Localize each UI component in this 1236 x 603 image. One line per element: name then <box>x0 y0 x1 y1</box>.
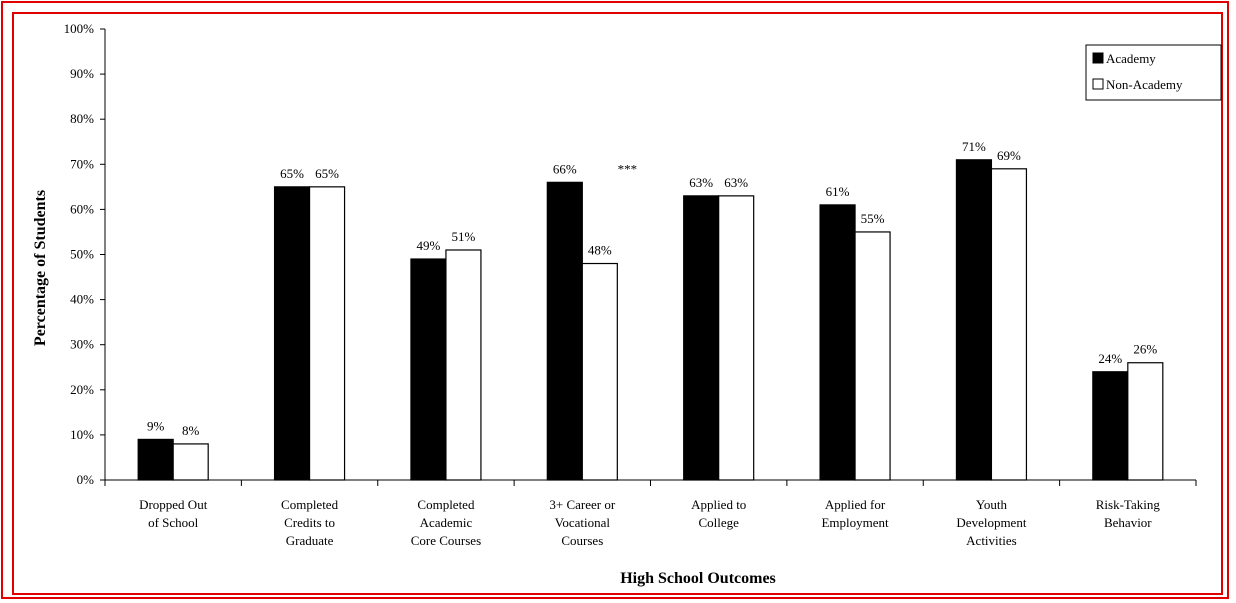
data-label: 65% <box>315 166 339 181</box>
data-label: 69% <box>997 148 1021 163</box>
x-category-label: Activities <box>966 533 1017 548</box>
x-category-label: Dropped Out <box>139 497 208 512</box>
x-category-label: Employment <box>821 515 889 530</box>
y-tick-label: 40% <box>70 292 94 307</box>
y-tick-label: 60% <box>70 201 94 216</box>
y-tick-label: 100% <box>64 21 95 36</box>
y-tick-label: 50% <box>70 247 94 262</box>
data-label: 63% <box>689 175 713 190</box>
bar-academy <box>683 195 720 481</box>
bar-non-academy <box>581 262 618 481</box>
data-label: 63% <box>724 175 748 190</box>
bar-non-academy <box>718 195 755 481</box>
chart-inner-frame <box>12 12 1223 595</box>
data-label: 65% <box>280 166 304 181</box>
y-axis-title: Percentage of Students <box>32 190 49 346</box>
x-category-label: Courses <box>561 533 603 548</box>
x-category-label: Completed <box>417 497 475 512</box>
bar-academy <box>546 181 583 481</box>
data-label: 51% <box>452 229 476 244</box>
data-label: 71% <box>962 139 986 154</box>
x-category-label: Youth <box>976 497 1008 512</box>
chart-legend: Academy Non-Academy <box>1085 44 1222 101</box>
bar-non-academy <box>172 443 209 481</box>
bar-academy <box>273 186 311 481</box>
data-label: 49% <box>417 238 441 253</box>
x-category-label: of School <box>148 515 199 530</box>
x-category-label: Core Courses <box>411 533 481 548</box>
y-tick-label: 90% <box>70 66 94 81</box>
data-label: 61% <box>826 184 850 199</box>
x-category-label: Risk-Taking <box>1096 497 1161 512</box>
data-label: 48% <box>588 243 612 258</box>
bar-academy <box>137 438 174 481</box>
y-tick-label: 10% <box>70 427 94 442</box>
x-category-label: Graduate <box>286 533 334 548</box>
legend-label-academy: Academy <box>1106 51 1156 66</box>
chart-labels: Dropped Out of School Completed Credits to G… <box>139 139 1160 548</box>
x-category-label: Credits to <box>284 515 335 530</box>
x-category-label: 3+ Career or <box>549 497 615 512</box>
data-label: 66% <box>553 161 577 176</box>
legend-swatch-non-academy <box>1092 78 1104 90</box>
bar-non-academy <box>308 186 346 481</box>
bar-non-academy <box>990 168 1028 481</box>
x-category-label: College <box>698 515 739 530</box>
x-axis-title: High School Outcomes <box>620 570 776 587</box>
legend-box <box>1085 44 1222 101</box>
y-tick-label: 80% <box>70 111 94 126</box>
legend-label-non-academy: Non-Academy <box>1106 77 1183 92</box>
bar-academy <box>819 204 856 481</box>
y-tick-label: 0% <box>77 472 95 487</box>
x-category-label: Completed <box>281 497 339 512</box>
data-label: 55% <box>861 211 885 226</box>
y-tick-label: 70% <box>70 156 94 171</box>
bar-academy <box>1092 371 1129 481</box>
bar-non-academy <box>445 249 482 481</box>
x-category-label: Academic <box>420 515 473 530</box>
legend-swatch-academy <box>1092 52 1104 64</box>
data-label: 24% <box>1098 351 1122 366</box>
bar-academy <box>410 258 447 481</box>
x-category-label: Development <box>956 515 1026 530</box>
x-category-label: Applied for <box>825 497 886 512</box>
data-label: 9% <box>147 418 165 433</box>
x-category-label: Behavior <box>1104 515 1152 530</box>
bar-academy <box>955 159 993 481</box>
bar-non-academy <box>854 231 891 481</box>
data-label: 8% <box>182 423 200 438</box>
significance-annotation: *** <box>618 161 638 176</box>
y-tick-label: 30% <box>70 337 94 352</box>
x-category-label: Vocational <box>555 515 611 530</box>
data-label: 26% <box>1133 342 1157 357</box>
chart-bars <box>137 159 1164 481</box>
x-category-label: Applied to <box>691 497 746 512</box>
y-tick-label: 20% <box>70 382 94 397</box>
bar-non-academy <box>1127 362 1164 481</box>
